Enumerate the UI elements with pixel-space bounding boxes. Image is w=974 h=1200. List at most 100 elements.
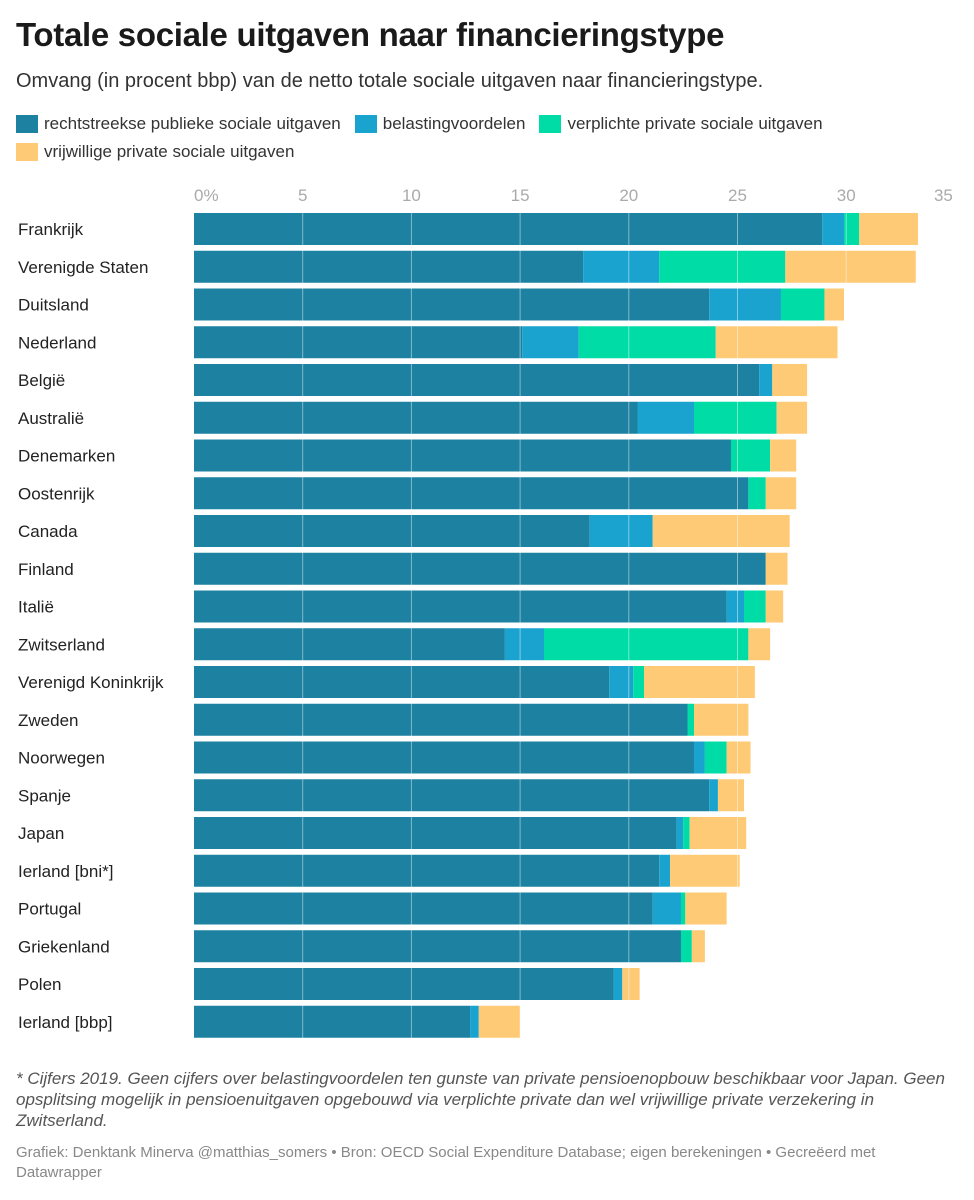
bar-segment: [194, 213, 823, 245]
category-label: Portugal: [18, 900, 81, 919]
legend-item: belastingvoordelen: [354, 114, 525, 134]
bar-segment: [726, 741, 751, 774]
bar-segment: [589, 515, 653, 547]
bar-segment: [637, 401, 695, 434]
bar-segment: [478, 1005, 521, 1038]
bar-segment: [544, 628, 749, 661]
category-label: Verenigd Koninkrijk: [18, 673, 164, 692]
bar-segment: [652, 515, 790, 547]
bar-segment: [680, 930, 692, 963]
x-tick-label: 5: [298, 186, 307, 205]
bar-segment: [194, 401, 638, 434]
category-label: Polen: [18, 975, 61, 994]
bar-segment: [844, 213, 860, 245]
chart-title: Totale sociale uitgaven naar financierin…: [16, 16, 725, 53]
bar-segment: [676, 817, 684, 849]
bar-segment: [694, 741, 705, 774]
legend-swatch: [16, 143, 38, 161]
bar-segment: [744, 590, 766, 623]
bar-segment: [694, 401, 777, 434]
bar-segment: [759, 364, 773, 396]
bar-segment: [194, 741, 695, 774]
stacked-bar-chart: 0% 5 10 15 20 25 30 35 Frankrijk Verenigde Staten…: [18, 186, 956, 1044]
legend: rechtstreekse publieke sociale uitgaven …: [16, 114, 956, 162]
bar-segment: [522, 326, 579, 359]
bar-segment: [194, 854, 660, 887]
legend-item: vrijwillige private sociale uitgaven: [16, 142, 294, 162]
x-tick-label: 30: [837, 186, 856, 205]
category-label: Verenigde Staten: [18, 258, 148, 277]
bar-segment: [194, 250, 584, 283]
bar-segment: [194, 779, 710, 812]
bar-segment: [717, 779, 745, 812]
bar-segment: [822, 213, 845, 245]
bar-segment: [194, 552, 766, 585]
bar-segment: [194, 930, 681, 963]
bar-segment: [578, 326, 716, 359]
category-label: België: [18, 371, 65, 390]
bar-segment: [194, 326, 523, 359]
bar-segment: [670, 854, 740, 887]
credit-line: Grafiek: Denktank Minerva @matthias_some…: [16, 1144, 876, 1181]
bar-segment: [680, 892, 686, 925]
bar-segment: [194, 1005, 471, 1038]
x-tick-label: 10: [402, 186, 421, 205]
category-label: Griekenland: [18, 937, 110, 956]
bar-segment: [765, 590, 784, 623]
bar-segment: [689, 817, 747, 849]
bar-segment: [644, 666, 755, 698]
x-tick-label: 20: [619, 186, 638, 205]
bar-segment: [824, 288, 845, 321]
bar-segment: [633, 666, 645, 698]
bar-segment: [770, 439, 797, 472]
category-label: Italië: [18, 598, 54, 617]
category-label: Denemarken: [18, 447, 115, 466]
bar-segment: [772, 364, 808, 396]
bar-segment: [613, 968, 623, 1000]
bar-segment: [704, 741, 727, 774]
category-label: Spanje: [18, 786, 71, 805]
category-label: Ierland [bni*]: [18, 862, 113, 881]
bar-segment: [694, 703, 749, 736]
bar-segment: [652, 892, 681, 925]
bar-segment: [685, 892, 727, 925]
bar-segment: [709, 288, 781, 321]
bar-segment: [748, 477, 766, 510]
x-tick-label: 35: [934, 186, 953, 205]
category-label: Australië: [18, 409, 84, 428]
bar-segment: [194, 288, 710, 321]
bar-segment: [194, 590, 727, 623]
legend-label: verplichte private sociale uitgaven: [567, 114, 823, 133]
bar-segment: [194, 628, 505, 661]
x-tick-label: 0%: [194, 186, 219, 205]
legend-label: vrijwillige private sociale uitgaven: [44, 142, 295, 161]
x-tick-label: 15: [511, 186, 530, 205]
bar-segment: [194, 817, 677, 849]
legend-label: rechtstreekse publieke sociale uitgaven: [44, 114, 341, 133]
legend-swatch: [539, 115, 562, 133]
bar-segment: [726, 590, 745, 623]
bar-segment: [709, 779, 718, 812]
bar-segment: [765, 477, 797, 510]
legend-swatch: [354, 115, 377, 133]
bar-segment: [470, 1005, 479, 1038]
bar-segment: [194, 666, 610, 698]
bar-segment: [659, 854, 671, 887]
bar-segment: [765, 552, 788, 585]
footnote: * Cijfers 2019. Geen cijfers over belast…: [16, 1069, 945, 1130]
bar-segment: [715, 326, 838, 359]
category-label: Frankrijk: [18, 220, 84, 239]
legend-swatch: [16, 115, 38, 133]
bar-segment: [785, 250, 916, 283]
bar-segment: [780, 288, 825, 321]
bar-segment: [504, 628, 545, 661]
bar-segment: [730, 439, 771, 472]
bar-segment: [194, 439, 731, 472]
bar-segment: [776, 401, 808, 434]
bar-segment: [194, 364, 760, 396]
bar-segment: [194, 968, 614, 1000]
bar-segment: [687, 703, 695, 736]
category-label: Ierland [bbp]: [18, 1013, 113, 1032]
legend-item: verplichte private sociale uitgaven: [539, 114, 823, 134]
category-label: Duitsland: [18, 296, 89, 315]
